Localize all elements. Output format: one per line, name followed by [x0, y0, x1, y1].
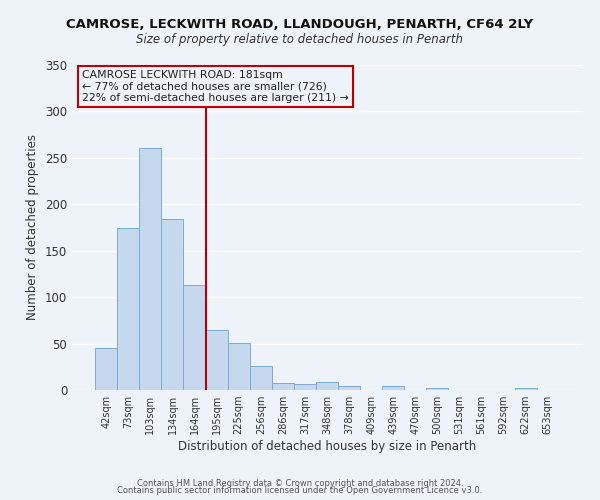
Bar [250, 366, 272, 390]
Bar [338, 386, 360, 390]
Y-axis label: Number of detached properties: Number of detached properties [26, 134, 40, 320]
Text: CAMROSE, LECKWITH ROAD, LLANDOUGH, PENARTH, CF64 2LY: CAMROSE, LECKWITH ROAD, LLANDOUGH, PENAR… [67, 18, 533, 30]
Bar [184, 285, 206, 390]
Bar [294, 384, 316, 390]
Bar [382, 386, 404, 390]
Text: Size of property relative to detached houses in Penarth: Size of property relative to detached ho… [137, 32, 464, 46]
Bar [206, 330, 227, 390]
Bar [161, 219, 184, 390]
Bar [95, 348, 117, 390]
Text: Contains HM Land Registry data © Crown copyright and database right 2024.: Contains HM Land Registry data © Crown c… [137, 478, 463, 488]
Bar [515, 388, 537, 390]
Bar [117, 228, 139, 390]
Bar [272, 382, 294, 390]
Bar [316, 382, 338, 390]
Bar [139, 148, 161, 390]
Text: Contains public sector information licensed under the Open Government Licence v3: Contains public sector information licen… [118, 486, 482, 495]
Bar [227, 342, 250, 390]
Bar [427, 388, 448, 390]
X-axis label: Distribution of detached houses by size in Penarth: Distribution of detached houses by size … [178, 440, 476, 453]
Text: CAMROSE LECKWITH ROAD: 181sqm
← 77% of detached houses are smaller (726)
22% of : CAMROSE LECKWITH ROAD: 181sqm ← 77% of d… [82, 70, 349, 103]
